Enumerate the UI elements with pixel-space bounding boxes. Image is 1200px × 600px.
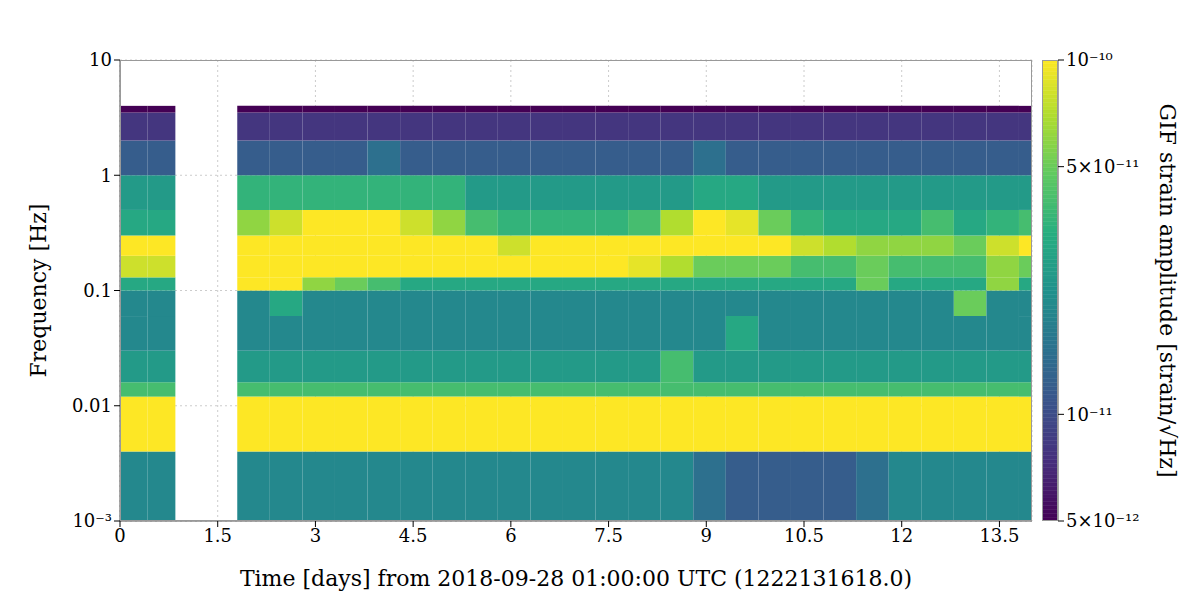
svg-text:4.5: 4.5: [399, 525, 428, 546]
svg-text:0.01: 0.01: [72, 395, 112, 416]
svg-text:10⁻¹⁰: 10⁻¹⁰: [1066, 49, 1113, 70]
svg-text:13.5: 13.5: [979, 525, 1019, 546]
svg-text:10⁻¹¹: 10⁻¹¹: [1066, 404, 1113, 425]
svg-text:7.5: 7.5: [594, 525, 623, 546]
svg-text:3: 3: [310, 525, 321, 546]
svg-text:10.5: 10.5: [784, 525, 824, 546]
svg-text:12: 12: [890, 525, 913, 546]
svg-text:0.1: 0.1: [83, 280, 112, 301]
svg-text:5×10⁻¹²: 5×10⁻¹²: [1066, 510, 1139, 531]
svg-text:Time [days] from 2018-09-28 01: Time [days] from 2018-09-28 01:00:00 UTC…: [240, 566, 912, 591]
svg-text:1.5: 1.5: [203, 525, 232, 546]
svg-text:6: 6: [505, 525, 516, 546]
svg-text:5×10⁻¹¹: 5×10⁻¹¹: [1066, 156, 1139, 177]
svg-text:10: 10: [89, 49, 112, 70]
svg-text:Frequency [Hz]: Frequency [Hz]: [26, 204, 51, 378]
svg-text:9: 9: [701, 525, 712, 546]
svg-text:0: 0: [114, 525, 125, 546]
svg-text:10⁻³: 10⁻³: [72, 510, 112, 531]
svg-text:GIF strain amplitude [strain/√: GIF strain amplitude [strain/√Hz]: [1155, 103, 1180, 477]
svg-text:1: 1: [101, 165, 112, 186]
